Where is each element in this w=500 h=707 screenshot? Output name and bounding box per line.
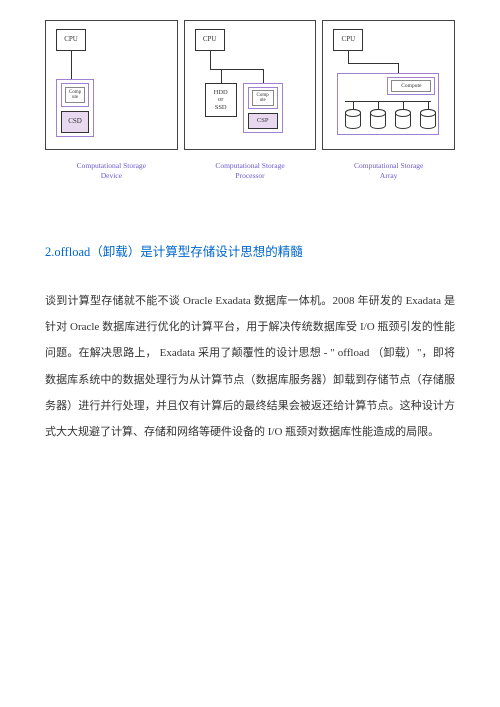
connector-line <box>348 51 349 63</box>
connector-v2 <box>263 69 264 83</box>
connector-v <box>398 63 399 73</box>
csd-box: CSD <box>61 111 89 133</box>
connector-line <box>210 51 211 69</box>
connector-line <box>71 51 72 79</box>
cpu-box: CPU <box>333 29 363 51</box>
caption-array: Computational StorageArray <box>322 161 455 181</box>
cyl-conn-4 <box>428 101 429 109</box>
diagrams-row: CPU Compute CSD CPU HDDorSSD Compute CSP… <box>45 20 455 150</box>
caption-csd: Computational StorageDevice <box>45 161 178 181</box>
cpu-box: CPU <box>56 29 86 51</box>
connector-hline <box>210 69 264 70</box>
storage-cylinder <box>370 109 386 129</box>
diagram-array: CPU Compute <box>322 20 455 150</box>
connector-hline <box>348 63 398 64</box>
csp-box: CSP <box>248 113 278 129</box>
storage-cylinder <box>345 109 361 129</box>
storage-cylinder <box>420 109 436 129</box>
cyl-conn-2 <box>378 101 379 109</box>
diagram-csp: CPU HDDorSSD Compute CSP <box>184 20 317 150</box>
storage-bus <box>345 101 431 102</box>
compute-box: Compute <box>391 80 431 92</box>
caption-csp: Computational StorageProcessor <box>184 161 317 181</box>
compute-box: Compute <box>65 87 85 103</box>
hdd-ssd-box: HDDorSSD <box>205 83 237 117</box>
cpu-box: CPU <box>195 29 225 51</box>
cyl-conn-3 <box>403 101 404 109</box>
cyl-conn-1 <box>353 101 354 109</box>
compute-box: Compute <box>252 90 274 106</box>
heading-number: 2. <box>45 245 54 259</box>
section-heading: 2.offload（卸载）是计算型存储设计思想的精髓 <box>45 241 455 260</box>
heading-text: offload（卸载）是计算型存储设计思想的精髓 <box>54 245 302 259</box>
captions-row: Computational StorageDevice Computationa… <box>45 158 455 181</box>
connector-v1 <box>221 69 222 83</box>
storage-cylinder <box>395 109 411 129</box>
body-paragraph: 谈到计算型存储就不能不谈 Oracle Exadata 数据库一体机。2008 … <box>45 288 455 446</box>
diagram-csd: CPU Compute CSD <box>45 20 178 150</box>
